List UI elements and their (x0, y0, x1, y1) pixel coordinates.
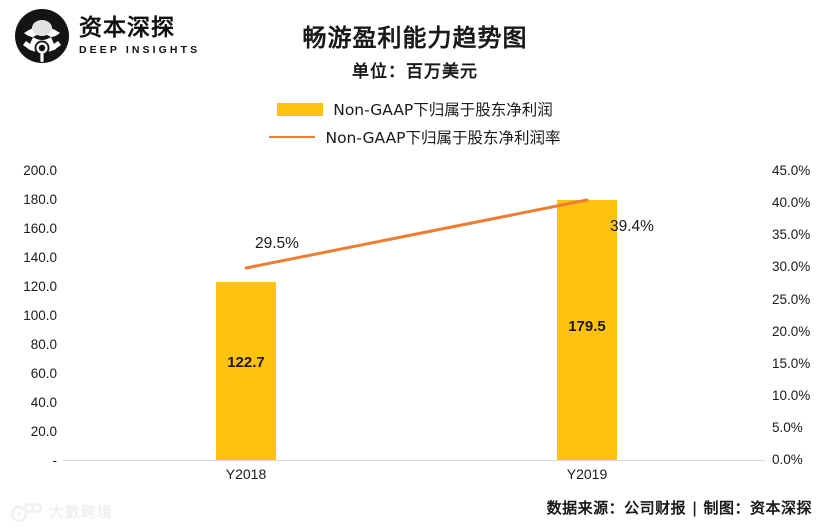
y-right-tick-5: 5.0% (772, 420, 803, 435)
y-right-tick-35: 35.0% (772, 227, 811, 242)
chart-title: 畅游盈利能力趋势图 (302, 23, 528, 52)
y-right-tick-45: 45.0% (772, 163, 811, 178)
y-right-tick-25: 25.0% (772, 292, 811, 307)
line-value-y2018: 29.5% (255, 235, 299, 252)
source-note: 数据来源：公司财报 | 制图：资本深探 (546, 499, 812, 517)
y-left-tick-60: 60.0 (30, 366, 57, 381)
y-left-tick-200: 200.0 (23, 163, 57, 178)
bar-value-y2019: 179.5 (568, 318, 606, 335)
legend-swatch-bar-icon (277, 102, 324, 116)
circle-mascot-icon (10, 502, 43, 522)
y-right-tick-20: 20.0% (772, 324, 811, 339)
watermark-text: 大數跨境 (49, 503, 114, 521)
y-left-tick-140: 140.0 (23, 250, 57, 265)
y-left-tick-100: 100.0 (23, 308, 57, 323)
legend-label-bar-series: Non-GAAP下归属于股东净利润 (333, 101, 553, 119)
legend-label-line-series: Non-GAAP下归属于股东净利润率 (325, 129, 561, 147)
bar-y2018[interactable] (216, 282, 276, 460)
legend-swatch-line-icon (269, 131, 316, 144)
y-left-tick-160: 160.0 (23, 221, 57, 236)
bar-value-y2018: 122.7 (227, 354, 265, 371)
brand-name-cn: 资本深探 (79, 14, 175, 41)
watermark: 大數跨境 (10, 501, 113, 522)
chart-subtitle: 单位：百万美元 (352, 62, 478, 82)
x-axis-label-y2018: Y2018 (225, 466, 267, 482)
y-right-tick-40: 40.0% (772, 195, 811, 210)
legend-item-line-series[interactable]: Non-GAAP下归属于股东净利润率 (269, 126, 561, 148)
y-right-tick-30: 30.0% (772, 259, 811, 274)
y-right-tick-15: 15.0% (772, 356, 811, 371)
chart-legend: Non-GAAP下归属于股东净利润 Non-GAAP下归属于股东净利润率 (0, 98, 830, 148)
x-axis-baseline (63, 460, 765, 461)
y-left-tick-20: 20.0 (30, 424, 57, 439)
y-left-tick-180: 180.0 (23, 192, 57, 207)
y-left-tick-zero: - (52, 453, 58, 468)
legend-item-bar-series[interactable]: Non-GAAP下归属于股东净利润 (277, 98, 553, 120)
brand-name-en: DEEP INSIGHTS (79, 43, 201, 56)
x-axis-label-y2019: Y2019 (566, 466, 608, 482)
brand-logo-block: 资本深探 DEEP INSIGHTS (14, 8, 200, 64)
y-right-tick-10: 10.0% (772, 388, 811, 403)
detective-magnifier-logo-icon (15, 9, 69, 63)
line-value-y2019: 39.4% (610, 218, 654, 235)
y-left-tick-80: 80.0 (30, 337, 57, 352)
y-right-tick-0: 0.0% (772, 452, 803, 467)
y-left-tick-40: 40.0 (30, 395, 57, 410)
y-left-tick-120: 120.0 (23, 279, 57, 294)
